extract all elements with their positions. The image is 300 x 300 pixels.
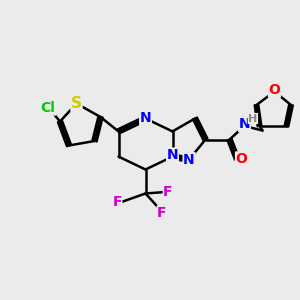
Text: O: O <box>236 152 247 166</box>
Text: Cl: Cl <box>40 101 56 115</box>
Text: N: N <box>239 118 250 131</box>
Text: N: N <box>167 148 178 162</box>
Text: F: F <box>112 196 122 209</box>
Text: H: H <box>248 113 257 124</box>
Text: F: F <box>157 206 167 220</box>
Text: N: N <box>140 112 151 125</box>
Text: N: N <box>183 153 195 166</box>
Text: O: O <box>268 83 280 97</box>
Text: S: S <box>71 96 82 111</box>
Text: F: F <box>163 185 173 199</box>
